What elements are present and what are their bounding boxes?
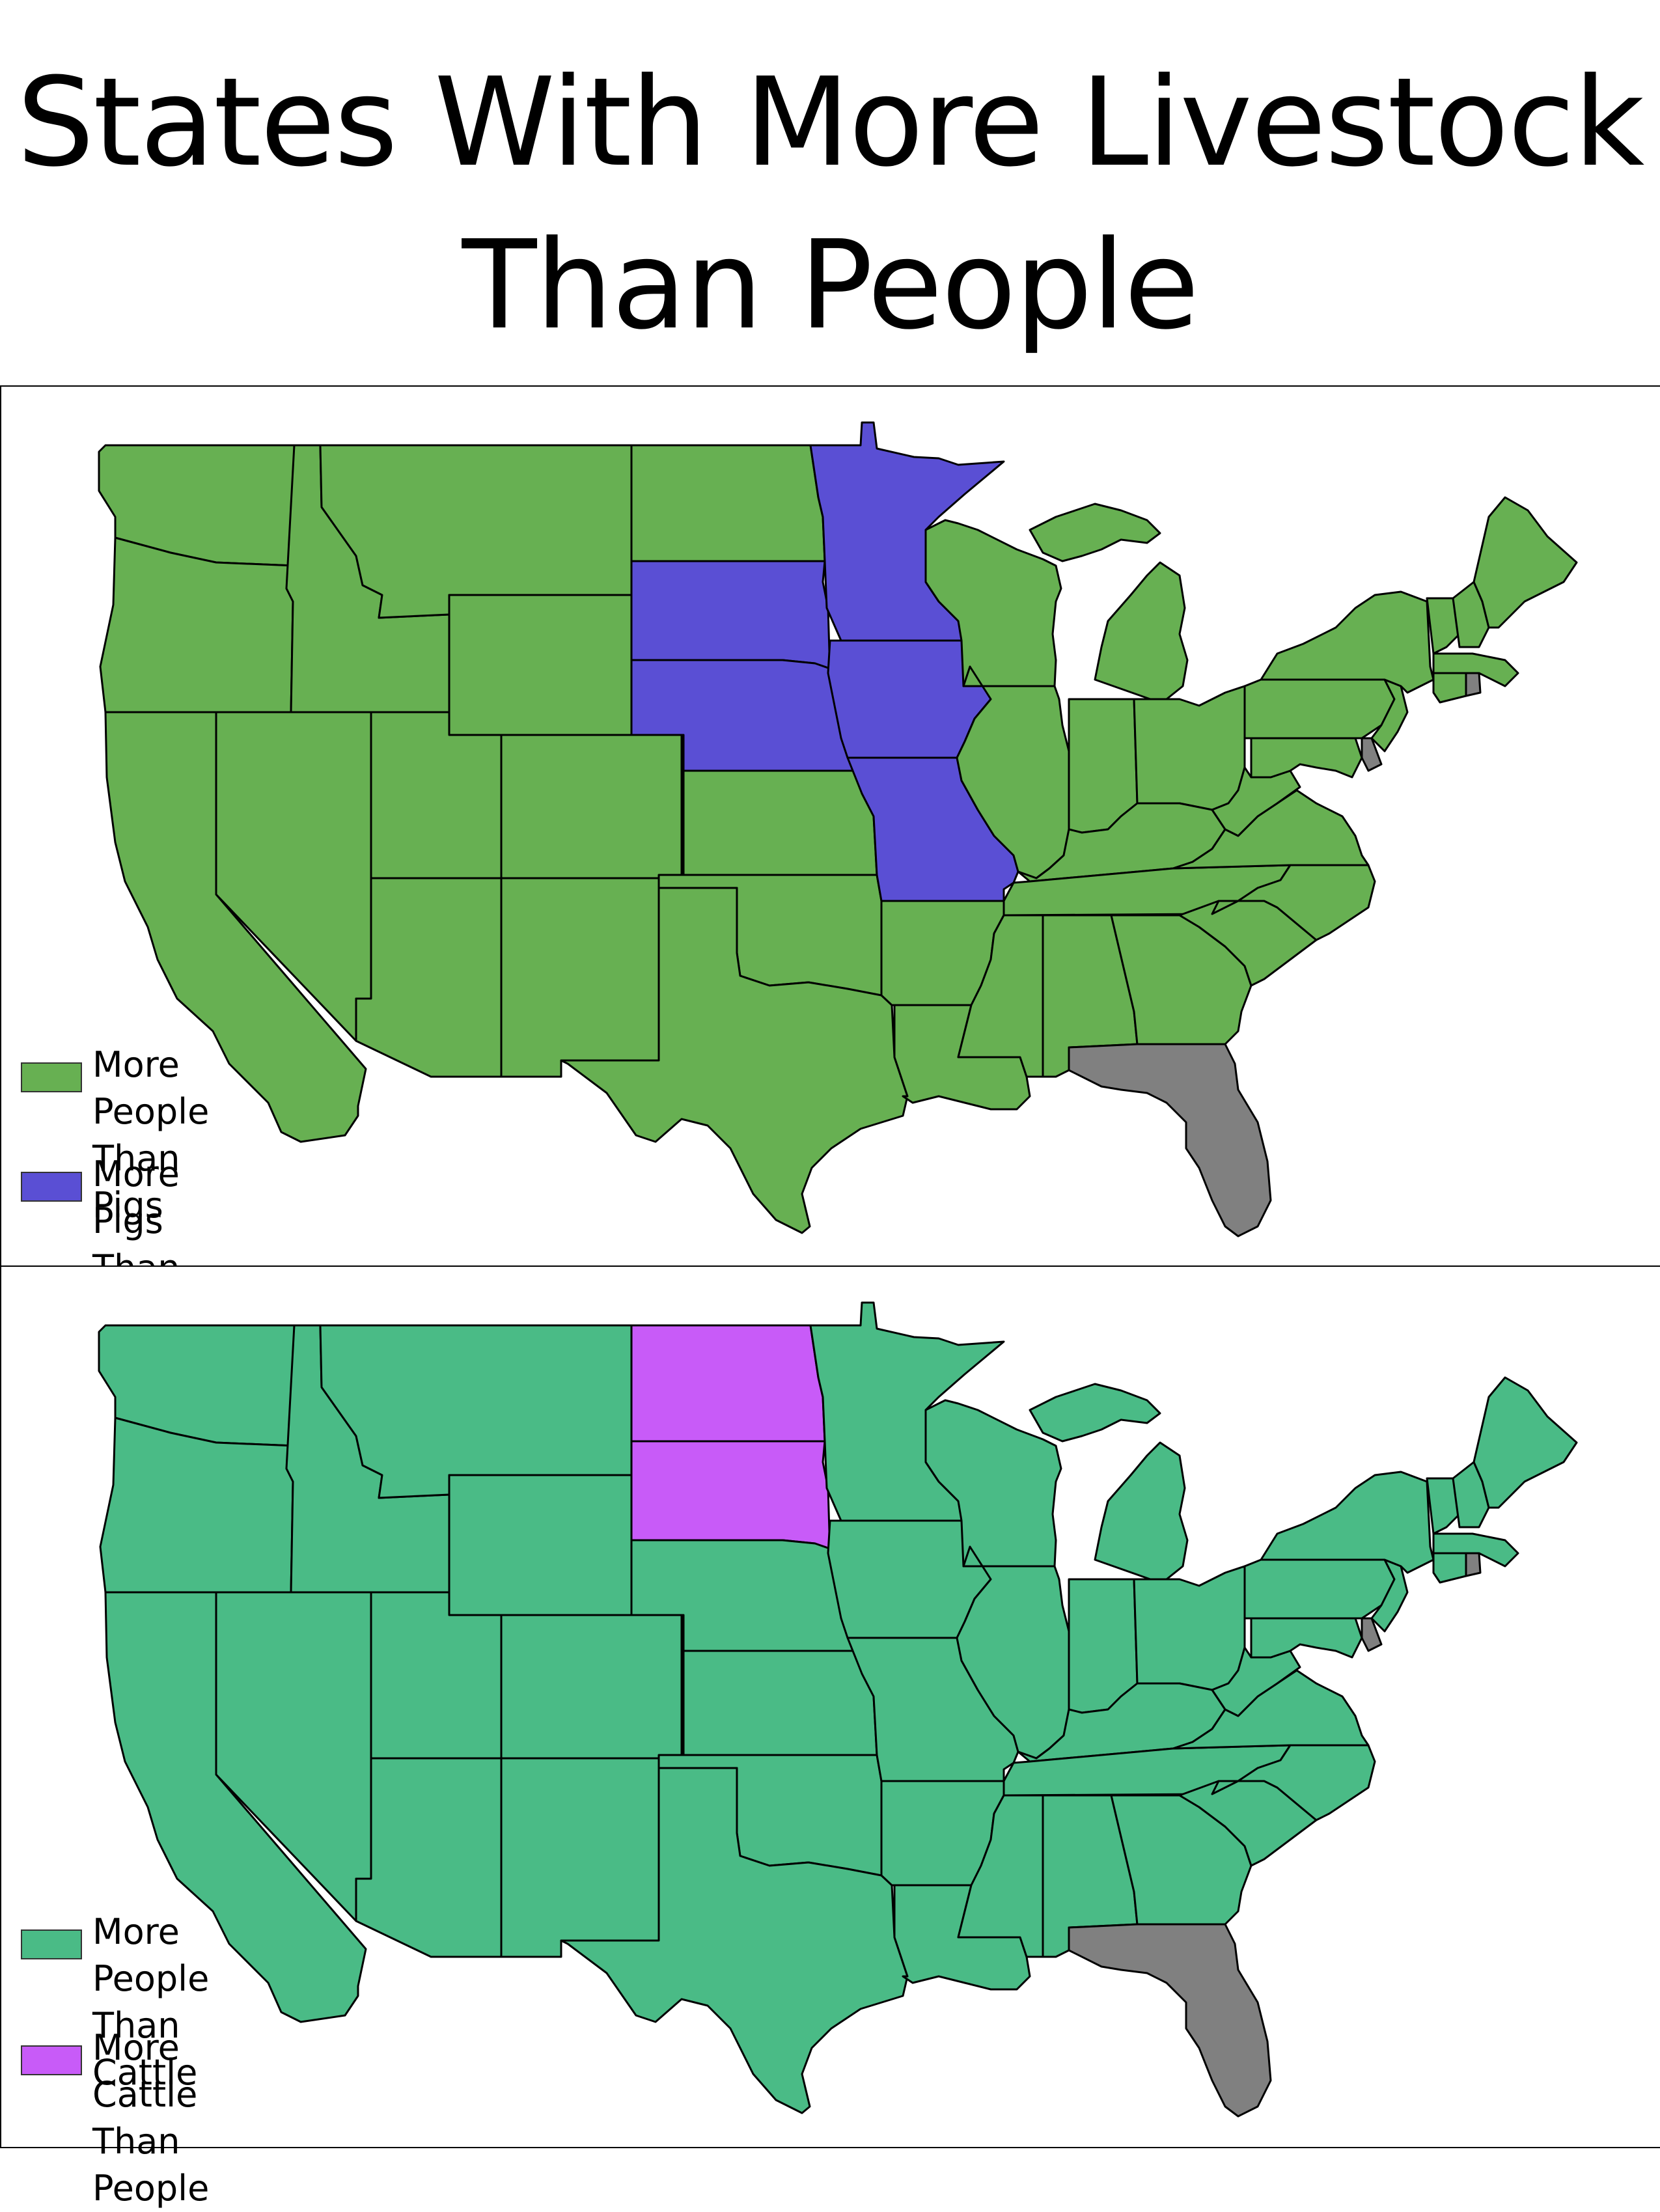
state-delaware — [1361, 1617, 1383, 1652]
legend-swatch — [21, 1062, 82, 1092]
state-pennsylvania — [1243, 678, 1396, 740]
page-title-line-2: Than People — [462, 214, 1200, 357]
state-new-york — [1260, 1471, 1435, 1574]
page-title-line-1: States With More Livestock — [16, 51, 1645, 194]
state-florida — [1068, 1043, 1272, 1237]
state-michigan-up — [1029, 1383, 1161, 1443]
state-maine — [1473, 496, 1578, 629]
state-colorado — [500, 1614, 683, 1760]
state-shapes — [98, 421, 1578, 1237]
state-illinois — [956, 665, 1070, 879]
state-new-mexico — [500, 1757, 660, 1958]
state-arizona — [355, 877, 503, 1078]
state-oregon — [99, 1417, 296, 1594]
cattle-map — [98, 1301, 1578, 2118]
state-kansas — [682, 769, 878, 876]
legend-swatch — [21, 2045, 82, 2075]
state-florida — [1068, 1923, 1272, 2118]
state-new-jersey — [1370, 1558, 1409, 1633]
state-ohio — [1133, 1565, 1246, 1691]
state-kansas — [682, 1650, 878, 1756]
state-colorado — [500, 734, 683, 879]
state-michigan — [1094, 561, 1189, 700]
legend-label: More Cattle Than People — [92, 2027, 210, 2209]
state-arizona — [355, 1757, 503, 1958]
state-california — [104, 711, 367, 1143]
state-ohio — [1133, 685, 1246, 811]
state-new-jersey — [1370, 678, 1409, 753]
pigs-map — [98, 421, 1578, 1237]
state-connecticut — [1432, 1552, 1467, 1584]
state-wisconsin — [924, 519, 1062, 687]
state-minnesota — [809, 1301, 1005, 1522]
state-texas — [560, 1767, 909, 2114]
state-vermont — [1426, 1477, 1461, 1535]
state-illinois — [956, 1545, 1070, 1760]
state-maryland — [1250, 737, 1363, 779]
legend-label: More People Than Cattle — [92, 1911, 210, 2093]
state-connecticut — [1432, 672, 1467, 704]
state-new-mexico — [500, 877, 660, 1078]
state-rhode-island — [1465, 1552, 1482, 1577]
state-pennsylvania — [1243, 1558, 1396, 1620]
state-north-carolina — [1211, 864, 1376, 941]
state-rhode-island — [1465, 672, 1482, 697]
state-north-dakota — [630, 444, 826, 562]
legend-swatch — [21, 1929, 82, 1959]
state-california — [104, 1591, 367, 2023]
state-maine — [1473, 1376, 1578, 1509]
state-delaware — [1361, 737, 1383, 772]
pigs-map-panel: More People Than Pigs More Pigs Than Peo… — [0, 385, 1660, 1335]
state-wisconsin — [924, 1399, 1062, 1568]
state-michigan — [1094, 1441, 1189, 1581]
state-north-carolina — [1211, 1744, 1376, 1821]
state-texas — [560, 887, 909, 1234]
state-vermont — [1426, 597, 1461, 655]
state-michigan-up — [1029, 503, 1161, 562]
state-utah — [370, 711, 503, 879]
state-new-york — [1260, 590, 1435, 694]
state-oregon — [99, 536, 296, 713]
state-maryland — [1250, 1617, 1363, 1659]
state-minnesota — [809, 421, 1005, 642]
state-north-dakota — [630, 1324, 826, 1443]
state-utah — [370, 1591, 503, 1760]
legend-swatch — [21, 1172, 82, 1202]
cattle-map-panel: More People Than Cattle More Cattle Than… — [0, 1265, 1660, 2209]
state-shapes — [98, 1301, 1578, 2118]
legend-label: More People Than Pigs — [92, 1044, 210, 1226]
